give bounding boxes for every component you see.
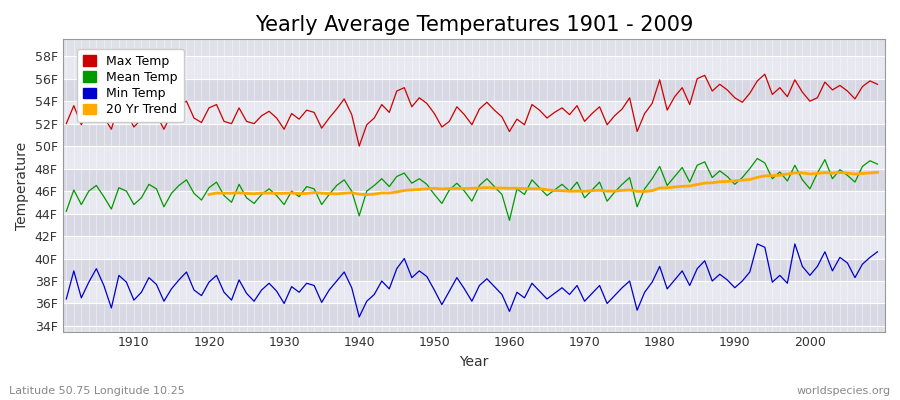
Bar xyxy=(62,304,885,326)
Bar xyxy=(62,258,885,281)
Bar xyxy=(62,191,885,214)
Bar xyxy=(62,236,885,258)
Y-axis label: Temperature: Temperature xyxy=(15,141,29,230)
Bar xyxy=(62,214,885,236)
Bar xyxy=(62,146,885,168)
Bar xyxy=(62,56,885,79)
Bar xyxy=(62,79,885,101)
Bar xyxy=(62,124,885,146)
Bar xyxy=(62,168,885,191)
Bar xyxy=(62,101,885,124)
X-axis label: Year: Year xyxy=(459,355,489,369)
Title: Yearly Average Temperatures 1901 - 2009: Yearly Average Temperatures 1901 - 2009 xyxy=(255,15,693,35)
Bar xyxy=(62,281,885,304)
Legend: Max Temp, Mean Temp, Min Temp, 20 Yr Trend: Max Temp, Mean Temp, Min Temp, 20 Yr Tre… xyxy=(77,48,184,122)
Text: worldspecies.org: worldspecies.org xyxy=(796,386,891,396)
Text: Latitude 50.75 Longitude 10.25: Latitude 50.75 Longitude 10.25 xyxy=(9,386,184,396)
